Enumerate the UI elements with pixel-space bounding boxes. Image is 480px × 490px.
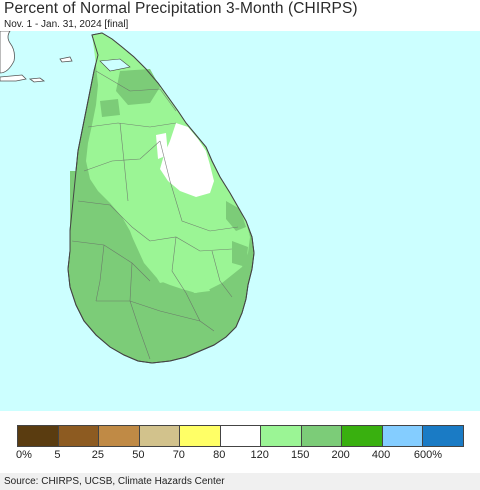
- legend-label: 70: [172, 449, 185, 461]
- legend-label: 80: [213, 449, 226, 461]
- map-area: [0, 31, 480, 411]
- legend-labels: 0% 5 25 50 70 80 120 150 200 400 600%: [0, 449, 480, 463]
- western-green-band: [70, 171, 214, 359]
- legend-label: 25: [91, 449, 105, 461]
- legend-label: 120: [250, 449, 269, 461]
- legend-label: 5: [54, 449, 61, 461]
- district-boundaries: [71, 70, 239, 360]
- map-subtitle: Nov. 1 - Jan. 31, 2024 [final]: [4, 19, 129, 30]
- legend-label: 150: [290, 449, 310, 461]
- green-patch: [100, 99, 120, 117]
- legend-swatch: [220, 426, 262, 446]
- legend-swatch: [382, 426, 424, 446]
- legend-swatch: [18, 426, 59, 446]
- green-patch: [226, 201, 246, 231]
- legend-swatch: [342, 426, 383, 446]
- legend-colorbar: [17, 425, 464, 447]
- legend-swatch: [261, 426, 302, 446]
- sri-lanka-outline: [67, 32, 255, 364]
- white-region: [156, 133, 168, 159]
- legend-label: 50: [132, 449, 145, 461]
- legend-label: 600%: [413, 449, 443, 461]
- green-patch: [232, 241, 248, 267]
- legend-swatch: [423, 426, 464, 446]
- legend-label: 200: [331, 449, 350, 461]
- map-title: Percent of Normal Precipitation 3-Month …: [4, 0, 358, 17]
- island-shape: [28, 77, 46, 83]
- legend-swatch: [180, 426, 221, 446]
- light-patch: [150, 265, 176, 283]
- white-region: [160, 123, 214, 197]
- island-shape: [59, 56, 73, 63]
- legend-swatch: [99, 426, 140, 446]
- green-patch: [116, 69, 160, 105]
- light-patch: [186, 275, 210, 293]
- island-shape: [0, 74, 27, 82]
- source-credit: Source: CHIRPS, UCSB, Climate Hazards Ce…: [0, 473, 480, 490]
- legend-swatch: [139, 426, 181, 446]
- lagoon: [99, 58, 131, 72]
- legend-swatch: [301, 426, 343, 446]
- legend-swatch: [58, 426, 100, 446]
- legend-label: 400: [371, 449, 391, 461]
- map-canvas: [0, 31, 480, 411]
- india-coast: [0, 31, 15, 74]
- legend-label: 0%: [16, 449, 32, 461]
